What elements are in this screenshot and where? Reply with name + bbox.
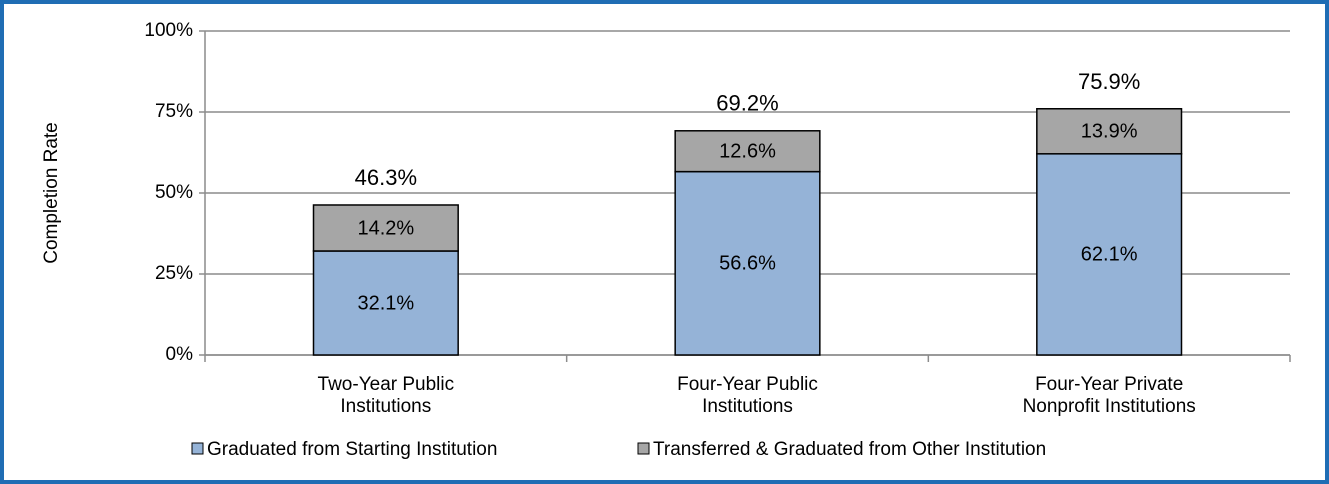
bar-segment: [312, 204, 459, 252]
bar-segment: [1036, 153, 1183, 356]
y-tick-label: 0%: [166, 344, 194, 365]
x-tick-label: Institutions: [702, 396, 793, 417]
x-tick-label: Four-Year Public: [677, 374, 818, 395]
bar-segment: [674, 170, 821, 356]
value-label: 56.6%: [719, 253, 776, 275]
bar-segment: [1036, 108, 1183, 155]
bar-segment: [312, 250, 459, 356]
y-tick-label: 25%: [155, 263, 193, 284]
y-axis-label: Completion Rate: [41, 122, 62, 264]
value-label: 13.9%: [1081, 121, 1138, 143]
legend-swatch: [637, 442, 650, 455]
legend-swatch: [191, 442, 204, 455]
y-tick-label: 100%: [144, 20, 193, 41]
legend-label: Graduated from Starting Institution: [207, 439, 497, 460]
value-label: 62.1%: [1081, 244, 1138, 266]
y-tick-label: 50%: [155, 182, 193, 203]
x-tick-label: Two-Year Public: [318, 374, 455, 395]
bar-segment: [674, 130, 821, 173]
total-label: 75.9%: [1078, 69, 1140, 94]
x-tick-label: Four-Year Private: [1035, 374, 1183, 395]
y-tick-label: 75%: [155, 101, 193, 122]
value-label: 14.2%: [357, 217, 414, 239]
value-label: 12.6%: [719, 140, 776, 162]
value-label: 32.1%: [357, 292, 414, 314]
total-label: 46.3%: [355, 165, 417, 190]
legend-label: Transferred & Graduated from Other Insti…: [653, 439, 1046, 460]
x-tick-label: Institutions: [340, 396, 431, 417]
x-tick-label: Nonprofit Institutions: [1023, 396, 1196, 417]
total-label: 69.2%: [716, 91, 778, 116]
